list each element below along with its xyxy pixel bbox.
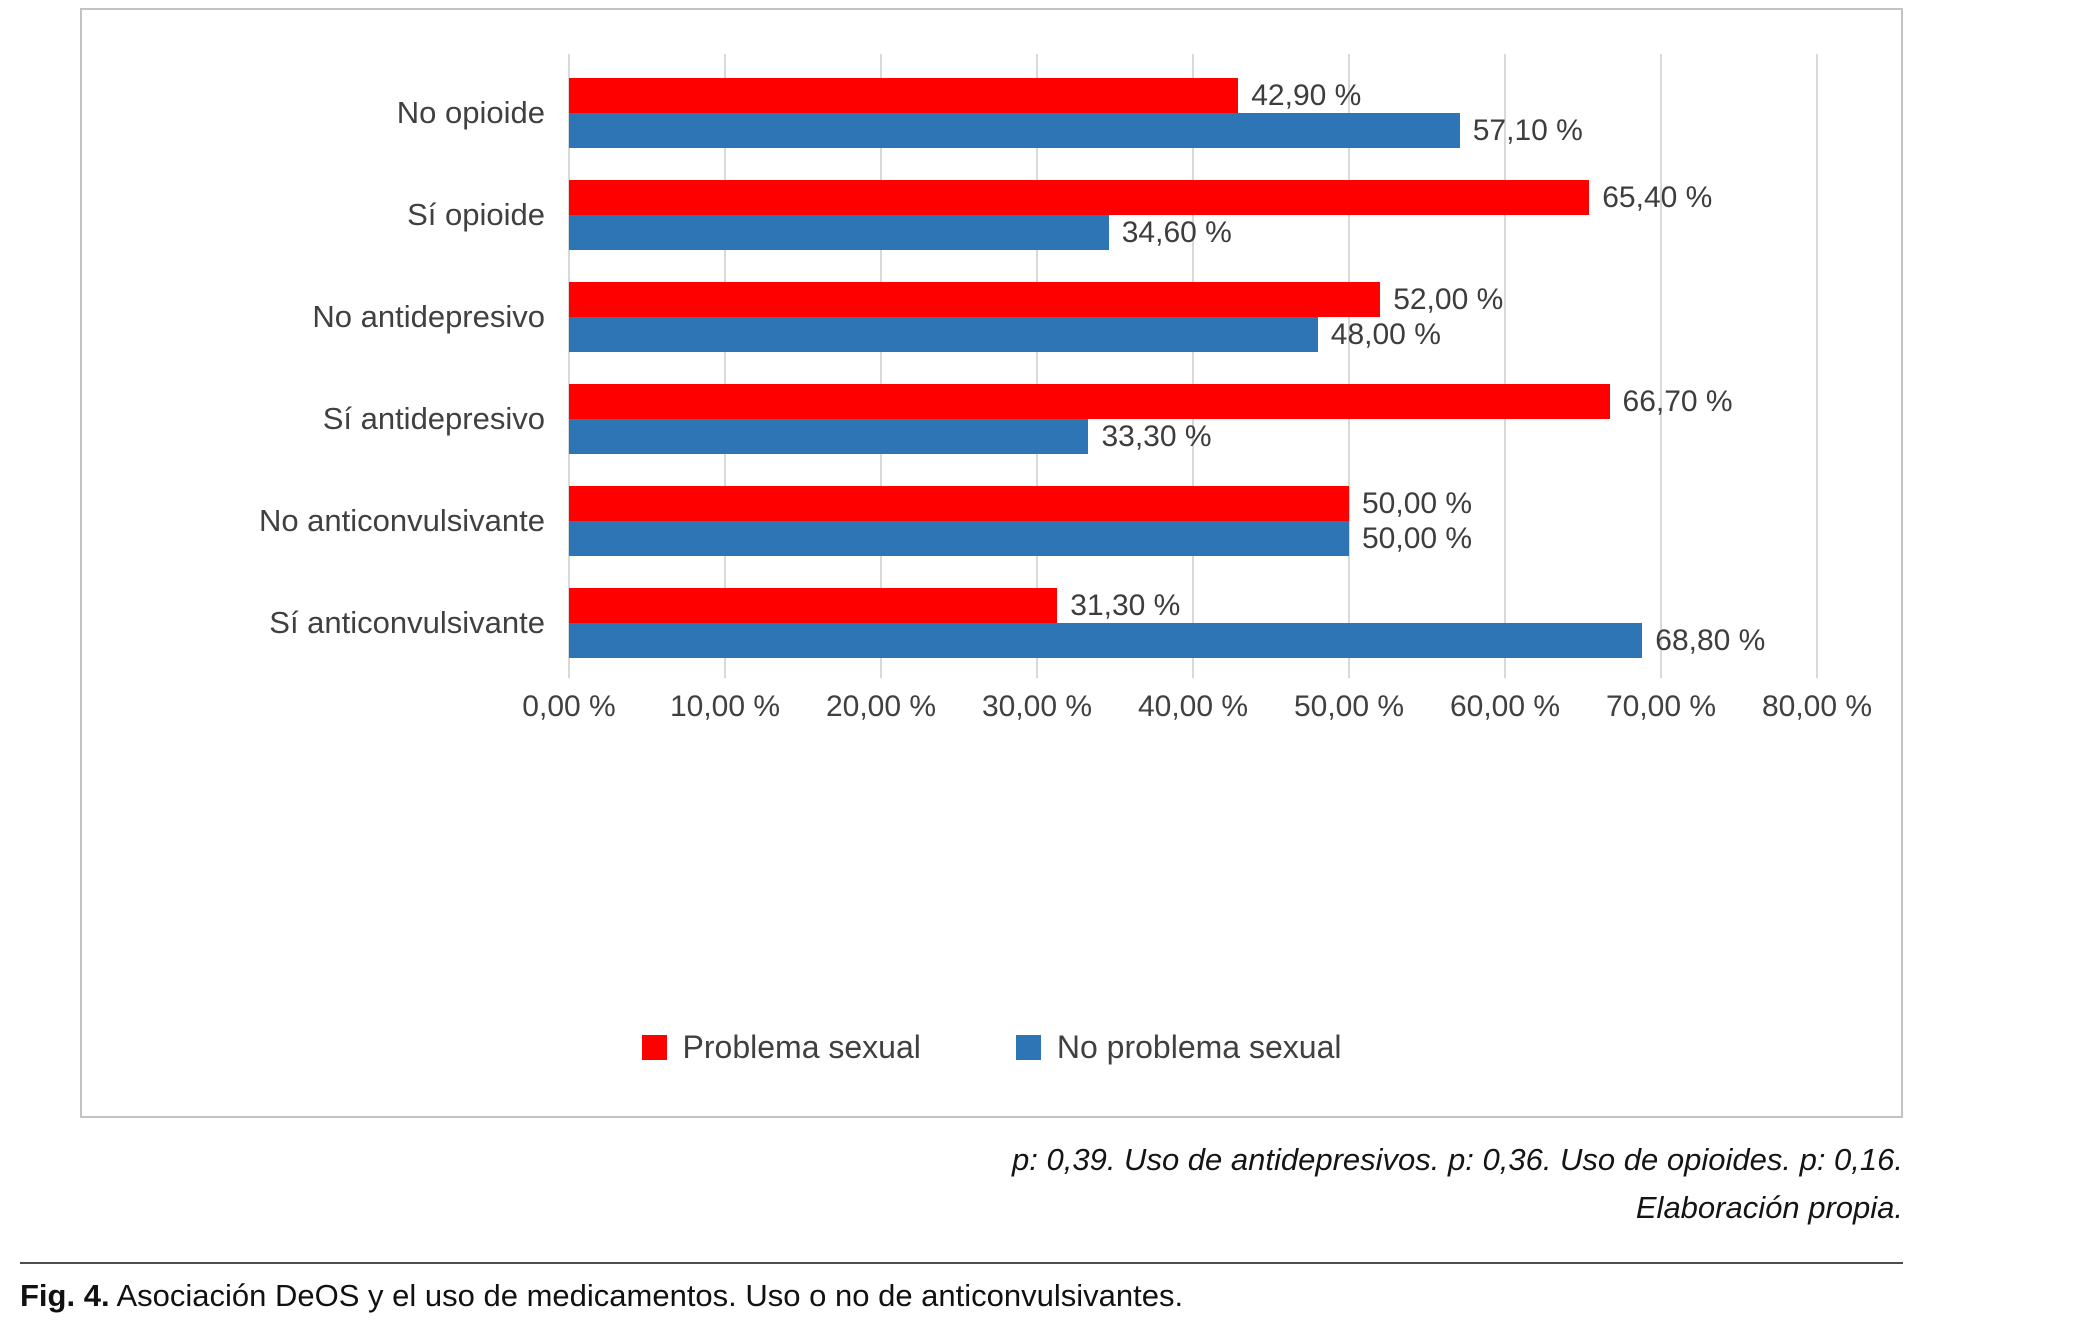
category-row: No antidepresivo 52,00 % 48,00 % xyxy=(82,266,1901,368)
bar-wrap: 68,80 % xyxy=(569,623,1817,658)
figure-caption-text: Asociación DeOS y el uso de medicamentos… xyxy=(109,1278,1184,1313)
x-tick-label: 80,00 % xyxy=(1761,690,1873,723)
category-row: Sí antidepresivo 66,70 % 33,30 % xyxy=(82,368,1901,470)
chart-notes: p: 0,39. Uso de antidepresivos. p: 0,36.… xyxy=(80,1136,1903,1232)
x-tick-label: 30,00 % xyxy=(981,690,1093,723)
category-row: Sí anticonvulsivante 31,30 % 68,80 % xyxy=(82,572,1901,674)
category-row: No opioide 42,90 % 57,10 % xyxy=(82,62,1901,164)
bar-wrap: 57,10 % xyxy=(569,113,1817,148)
bar-value-label: 68,80 % xyxy=(1655,623,1766,657)
gridline xyxy=(724,54,726,678)
gridline xyxy=(1348,54,1350,678)
bar-value-label: 57,10 % xyxy=(1472,113,1583,147)
bar-no-problema-sexual xyxy=(569,521,1349,556)
bar-problema-sexual xyxy=(569,282,1381,317)
legend-swatch xyxy=(641,1035,667,1060)
bar-problema-sexual xyxy=(569,180,1590,215)
bar-wrap: 66,70 % xyxy=(569,384,1817,419)
bar-wrap: 48,00 % xyxy=(569,317,1817,352)
x-axis-row: 0,00 % 10,00 % 20,00 % 30,00 % 40,00 % 50,00 … xyxy=(82,690,1901,734)
bar-wrap: 50,00 % xyxy=(569,521,1817,556)
bar-wrap: 34,60 % xyxy=(569,215,1817,250)
figure-caption-prefix: Fig. 4. xyxy=(20,1278,110,1313)
axis-spacer xyxy=(82,690,569,734)
category-label: Sí opioide xyxy=(407,197,545,232)
legend-label: Problema sexual xyxy=(682,1029,921,1065)
x-axis: 0,00 % 10,00 % 20,00 % 30,00 % 40,00 % 50,00 … xyxy=(522,690,1872,734)
gridline xyxy=(1660,54,1662,678)
category-label: Sí antidepresivo xyxy=(322,401,545,436)
bar-no-problema-sexual xyxy=(569,419,1089,454)
bar-no-problema-sexual xyxy=(569,623,1643,658)
bar-value-label: 50,00 % xyxy=(1362,486,1473,520)
bar-problema-sexual xyxy=(569,588,1058,623)
category-row: No anticonvulsivante 50,00 % 50,00 % xyxy=(82,470,1901,572)
bar-no-problema-sexual xyxy=(569,215,1109,250)
category-bars: 65,40 % 34,60 % xyxy=(569,164,1817,266)
bar-wrap: 31,30 % xyxy=(569,588,1817,623)
category-bars: 31,30 % 68,80 % xyxy=(569,572,1817,674)
source-note: Elaboración propia. xyxy=(1635,1190,1903,1226)
category-label: Sí anticonvulsivante xyxy=(269,605,545,640)
bar-value-label: 33,30 % xyxy=(1101,419,1212,453)
category-bars: 66,70 % 33,30 % xyxy=(569,368,1817,470)
gridline xyxy=(880,54,882,678)
x-tick-label: 40,00 % xyxy=(1137,690,1249,723)
category-row: Sí opioide 65,40 % 34,60 % xyxy=(82,164,1901,266)
category-bars: 52,00 % 48,00 % xyxy=(569,266,1817,368)
category-label: No antidepresivo xyxy=(312,299,545,334)
chart-plot-area: No opioide 42,90 % 57,10 % Sí opioide 65,40 … xyxy=(82,54,1901,678)
legend: Problema sexual No problema sexual xyxy=(82,1029,1901,1066)
category-bars: 50,00 % 50,00 % xyxy=(569,470,1817,572)
x-tick-label: 60,00 % xyxy=(1449,690,1561,723)
bar-wrap: 42,90 % xyxy=(569,78,1817,113)
bar-value-label: 52,00 % xyxy=(1393,282,1504,316)
category-label: No opioide xyxy=(396,95,545,130)
p-values-note: p: 0,39. Uso de antidepresivos. p: 0,36.… xyxy=(1012,1142,1903,1177)
bar-problema-sexual xyxy=(569,486,1349,521)
bar-value-label: 42,90 % xyxy=(1251,78,1362,112)
category-label: No anticonvulsivante xyxy=(258,503,545,538)
legend-swatch xyxy=(1015,1035,1041,1060)
bar-wrap: 33,30 % xyxy=(569,419,1817,454)
category-bars: 42,90 % 57,10 % xyxy=(569,62,1817,164)
figure-caption: Fig. 4. Asociación DeOS y el uso de medi… xyxy=(20,1262,1903,1314)
x-tick-label: 0,00 % xyxy=(522,690,616,723)
gridline xyxy=(1192,54,1194,678)
x-tick-label: 70,00 % xyxy=(1605,690,1717,723)
bar-value-label: 48,00 % xyxy=(1330,317,1441,351)
bar-value-label: 31,30 % xyxy=(1070,588,1181,622)
bar-wrap: 65,40 % xyxy=(569,180,1817,215)
bar-no-problema-sexual xyxy=(569,113,1460,148)
legend-item: No problema sexual xyxy=(1015,1029,1342,1066)
bar-value-label: 34,60 % xyxy=(1121,215,1232,249)
bar-wrap: 50,00 % xyxy=(569,486,1817,521)
gridline xyxy=(1504,54,1506,678)
bar-value-label: 50,00 % xyxy=(1362,521,1473,555)
chart-container: No opioide 42,90 % 57,10 % Sí opioide 65,40 … xyxy=(80,8,1903,1118)
bar-wrap: 52,00 % xyxy=(569,282,1817,317)
gridlines xyxy=(568,54,1818,678)
x-tick-label: 20,00 % xyxy=(825,690,937,723)
gridline xyxy=(1816,54,1818,678)
bar-problema-sexual xyxy=(569,384,1610,419)
gridline xyxy=(568,54,570,678)
bar-no-problema-sexual xyxy=(569,317,1318,352)
x-tick-label: 10,00 % xyxy=(669,690,781,723)
legend-item: Problema sexual xyxy=(641,1029,921,1066)
legend-label: No problema sexual xyxy=(1056,1029,1342,1065)
chart-rows: No opioide 42,90 % 57,10 % Sí opioide 65,40 … xyxy=(82,62,1901,674)
gridline xyxy=(1036,54,1038,678)
x-tick-label: 50,00 % xyxy=(1293,690,1405,723)
bar-value-label: 66,70 % xyxy=(1622,384,1733,418)
bar-problema-sexual xyxy=(569,78,1239,113)
bar-value-label: 65,40 % xyxy=(1602,180,1713,214)
